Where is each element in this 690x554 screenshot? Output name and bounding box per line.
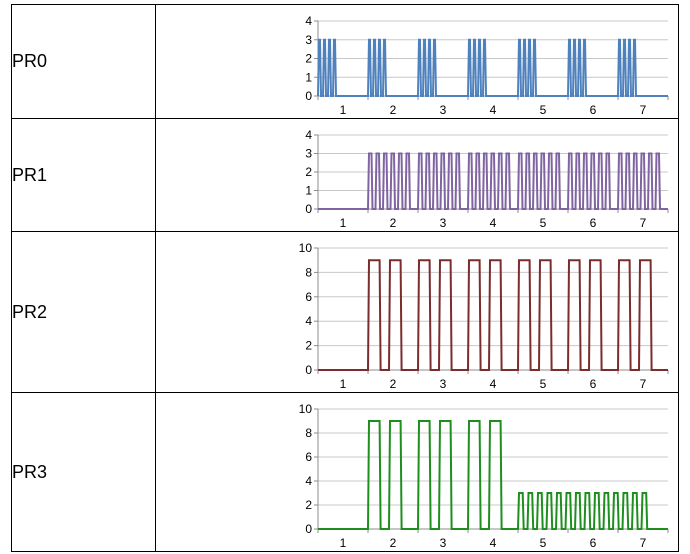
x-tick-label: 2 [390, 377, 397, 391]
y-tick-label: 6 [305, 290, 312, 304]
y-tick-label: 0 [305, 363, 312, 377]
x-tick-label: 5 [540, 377, 547, 391]
row-label-pr2: PR2 [11, 231, 156, 393]
y-tick-label: 0 [305, 202, 312, 216]
y-tick-label: 3 [305, 147, 312, 161]
x-tick-label: 2 [390, 536, 397, 550]
x-tick-label: 1 [340, 536, 347, 550]
y-tick-label: 10 [299, 241, 313, 255]
y-tick-label: 2 [305, 339, 312, 353]
chart-pr0: 0 1 2 3 4 1 2 3 4 5 6 7 [305, 14, 669, 117]
row-label-pr3: PR3 [11, 392, 156, 552]
x-tick-label: 3 [440, 216, 447, 230]
x-tick-label: 7 [640, 377, 647, 391]
y-tick-label: 4 [305, 14, 312, 28]
table-row: PR1 0 1 2 3 4 1 2 3 4 5 6 7 [11, 118, 679, 232]
x-tick-label: 1 [340, 377, 347, 391]
x-tick-label: 3 [440, 377, 447, 391]
x-tick-label: 4 [490, 536, 497, 550]
y-tick-label: 1 [305, 184, 312, 198]
y-tick-label: 4 [305, 314, 312, 328]
x-tick-label: 1 [340, 103, 347, 117]
y-tick-label: 1 [305, 70, 312, 84]
x-tick-label: 5 [540, 536, 547, 550]
y-tick-label: 4 [305, 128, 312, 142]
y-tick-label: 4 [305, 474, 312, 488]
x-tick-label: 6 [590, 536, 597, 550]
series-line [318, 152, 668, 210]
row-label-pr0: PR0 [11, 4, 156, 119]
y-tick-label: 3 [305, 33, 312, 47]
x-tick-label: 4 [490, 103, 497, 117]
y-tick-label: 0 [305, 89, 312, 103]
x-tick-label: 2 [390, 216, 397, 230]
x-tick-label: 3 [440, 536, 447, 550]
x-tick-label: 4 [490, 377, 497, 391]
table-row: PR2 0 2 4 6 8 10 1 2 3 4 5 6 7 [11, 231, 679, 393]
x-tick-label: 7 [640, 536, 647, 550]
x-tick-label: 7 [640, 216, 647, 230]
y-tick-label: 8 [305, 265, 312, 279]
y-tick-label: 2 [305, 498, 312, 512]
series-line [318, 259, 668, 371]
row-label-pr1: PR1 [11, 118, 156, 232]
x-tick-label: 6 [590, 216, 597, 230]
x-tick-label: 2 [390, 103, 397, 117]
chart-pr1: 0 1 2 3 4 1 2 3 4 5 6 7 [305, 128, 669, 230]
y-tick-label: 10 [299, 402, 313, 416]
x-tick-label: 4 [490, 216, 497, 230]
x-tick-label: 5 [540, 216, 547, 230]
series-line [318, 420, 668, 530]
series-line [317, 38, 668, 97]
x-tick-label: 7 [640, 103, 647, 117]
x-tick-label: 5 [540, 103, 547, 117]
y-tick-label: 0 [305, 522, 312, 536]
y-tick-label: 6 [305, 450, 312, 464]
y-tick-label: 2 [305, 165, 312, 179]
table-row: PR0 0 1 2 3 4 1 2 3 4 5 6 7 [11, 4, 679, 119]
x-tick-label: 6 [590, 103, 597, 117]
comparison-table: PR0 0 1 2 3 4 1 2 3 4 5 6 7 PR1 0 1 2 3 4 1 2 3 4 5 6 7 PR2 0 2… [11, 4, 679, 552]
x-tick-label: 6 [590, 377, 597, 391]
x-tick-label: 1 [340, 216, 347, 230]
y-tick-label: 8 [305, 426, 312, 440]
x-tick-label: 3 [440, 103, 447, 117]
y-tick-label: 2 [305, 52, 312, 66]
table-row: PR3 0 2 4 6 8 10 1 2 3 4 5 6 7 [11, 392, 679, 552]
